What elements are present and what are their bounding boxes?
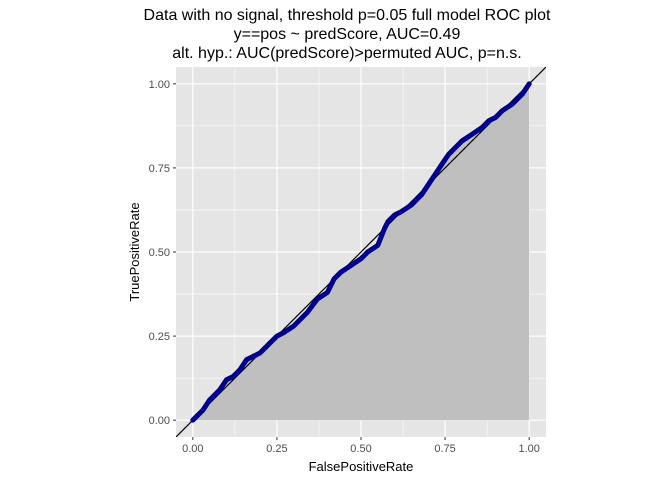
y-tick-label: 1.00 <box>149 79 170 91</box>
x-tick-label: 1.00 <box>518 443 539 455</box>
chart-title-line-2: y==pos ~ predScore, AUC=0.49 <box>234 26 461 43</box>
x-axis-title: FalsePositiveRate <box>309 459 414 474</box>
roc-curve-line <box>190 81 532 423</box>
y-tick-label: 0.50 <box>149 247 170 259</box>
x-tick-label: 0.00 <box>182 443 203 455</box>
x-tick-label: 0.25 <box>266 443 287 455</box>
y-tick-label: 0.25 <box>149 331 170 343</box>
x-tick-label: 0.50 <box>350 443 371 455</box>
y-axis-ticks: 0.00 0.25 0.50 0.75 1.00 <box>149 79 176 427</box>
y-tick-label: 0.75 <box>149 163 170 175</box>
x-tick-label: 0.75 <box>434 443 455 455</box>
chart-title-line-1: Data with no signal, threshold p=0.05 fu… <box>144 7 551 24</box>
y-axis-title: TruePositiveRate <box>127 202 142 301</box>
x-axis-ticks: 0.00 0.25 0.50 0.75 1.00 <box>182 437 540 455</box>
chart-title-line-3: alt. hyp.: AUC(predScore)>permuted AUC, … <box>172 45 522 62</box>
y-tick-label: 0.00 <box>149 415 170 427</box>
